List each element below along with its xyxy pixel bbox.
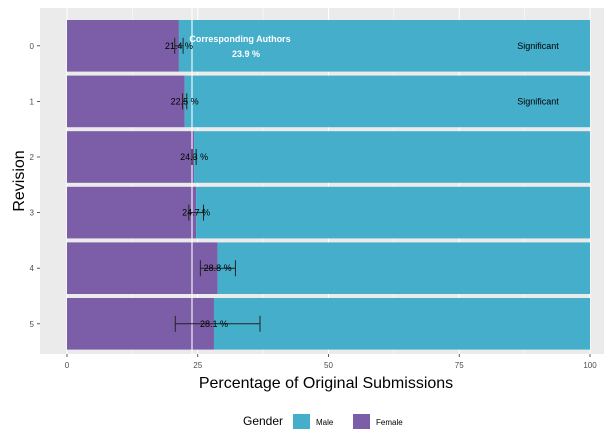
reference-line-value: 23.9 % (232, 49, 260, 59)
x-tick-label: 75 (455, 361, 464, 370)
bar-female (67, 20, 179, 72)
error-bars (174, 37, 261, 332)
y-axis-ticks: 0 1 2 3 4 5 (30, 42, 40, 329)
y-tick-label: 3 (30, 209, 35, 218)
y-tick-label: 5 (30, 320, 35, 329)
legend-swatch-female (353, 414, 370, 429)
significance-label: Significant (517, 41, 559, 51)
x-axis-ticks: 0 25 50 75 100 (65, 354, 597, 370)
bar-male (217, 242, 590, 294)
legend-label-female: Female (376, 418, 403, 427)
data-label: 22.5 % (171, 96, 199, 106)
bar-female (67, 131, 195, 183)
y-tick-label: 2 (30, 153, 35, 162)
y-tick-label: 4 (30, 264, 35, 273)
data-label: 21.4 % (165, 41, 193, 51)
bar-female (67, 186, 197, 239)
bar-male (213, 298, 590, 350)
bar-male (178, 20, 590, 72)
significance-label: Significant (517, 96, 559, 106)
y-tick-label: 1 (30, 97, 35, 106)
bar-male (194, 131, 591, 183)
y-axis-title: Revision (11, 150, 28, 211)
reference-line-title: Corresponding Authors (189, 34, 290, 44)
x-tick-label: 100 (583, 361, 597, 370)
data-labels: 21.4 % Significant 22.5 % Significant 24.3 %… (165, 41, 559, 329)
x-tick-label: 0 (65, 361, 70, 370)
bar-female (67, 242, 218, 294)
x-axis-title: Percentage of Original Submissions (199, 375, 453, 392)
y-tick-label: 0 (30, 42, 35, 51)
x-tick-label: 50 (324, 361, 333, 370)
bar-male (196, 186, 590, 239)
data-label: 28.8 % (204, 263, 232, 273)
reference-line-group: Corresponding Authors 23.9 % (189, 8, 291, 354)
x-tick-label: 25 (193, 361, 202, 370)
legend-swatch-male (293, 414, 310, 429)
bar-male (184, 75, 591, 128)
legend: Gender Male Female (243, 414, 403, 429)
data-label: 24.3 % (180, 152, 208, 162)
data-label: 28.1 % (200, 319, 228, 329)
data-label: 24.7 % (182, 208, 210, 218)
bar-female (67, 75, 185, 128)
legend-title: Gender (243, 414, 283, 428)
legend-label-male: Male (316, 418, 334, 427)
